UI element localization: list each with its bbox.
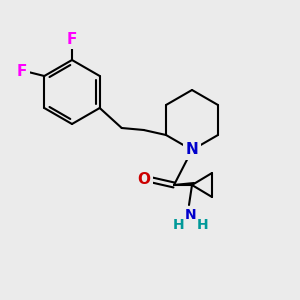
Text: N: N <box>185 208 197 222</box>
Text: N: N <box>186 142 198 158</box>
Text: O: O <box>137 172 151 188</box>
Text: F: F <box>17 64 28 80</box>
Text: F: F <box>67 32 77 46</box>
Text: H: H <box>173 218 185 232</box>
Text: H: H <box>197 218 209 232</box>
